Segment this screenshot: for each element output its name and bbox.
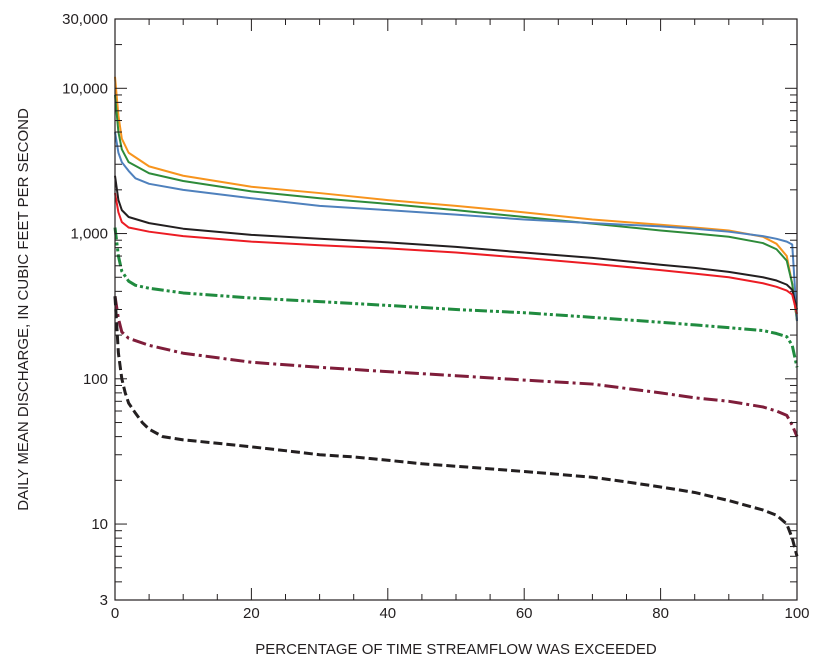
- x-tick-label: 100: [784, 605, 809, 622]
- series-line-5-solid: [114, 192, 798, 315]
- series-line-7-dash-dot: [113, 296, 799, 438]
- x-tick-label: 80: [652, 605, 669, 622]
- series-line-2-solid: [114, 94, 798, 322]
- series-line-3-solid: [114, 131, 798, 322]
- series-line-1-solid: [114, 76, 798, 322]
- x-tick-label: 60: [516, 605, 533, 622]
- y-tick-label: 30,000: [62, 11, 108, 28]
- series-line-4-solid: [114, 175, 798, 310]
- y-tick-label: 10,000: [62, 80, 108, 97]
- series-layer: [113, 76, 799, 557]
- tick-label-layer: 0 20 40 60 80 100 3 10 100 1,000 10,000 30,000: [62, 11, 809, 622]
- x-axis-title: PERCENTAGE OF TIME STREAMFLOW WAS EXCEED…: [255, 641, 657, 658]
- y-tick-label: 10: [91, 516, 108, 533]
- x-tick-label: 0: [111, 605, 119, 622]
- tick-layer: [114, 18, 798, 601]
- series-line-8-dashed: [113, 296, 799, 557]
- y-tick-label: 3: [100, 592, 108, 609]
- y-axis-title: DAILY MEAN DISCHARGE, IN CUBIC FEET PER …: [15, 108, 32, 511]
- x-tick-label: 20: [243, 605, 260, 622]
- series-line-6-dash-dot-dot: [113, 227, 799, 368]
- y-tick-label: 1,000: [70, 226, 108, 243]
- x-tick-label: 40: [379, 605, 396, 622]
- y-tick-label: 100: [83, 371, 108, 388]
